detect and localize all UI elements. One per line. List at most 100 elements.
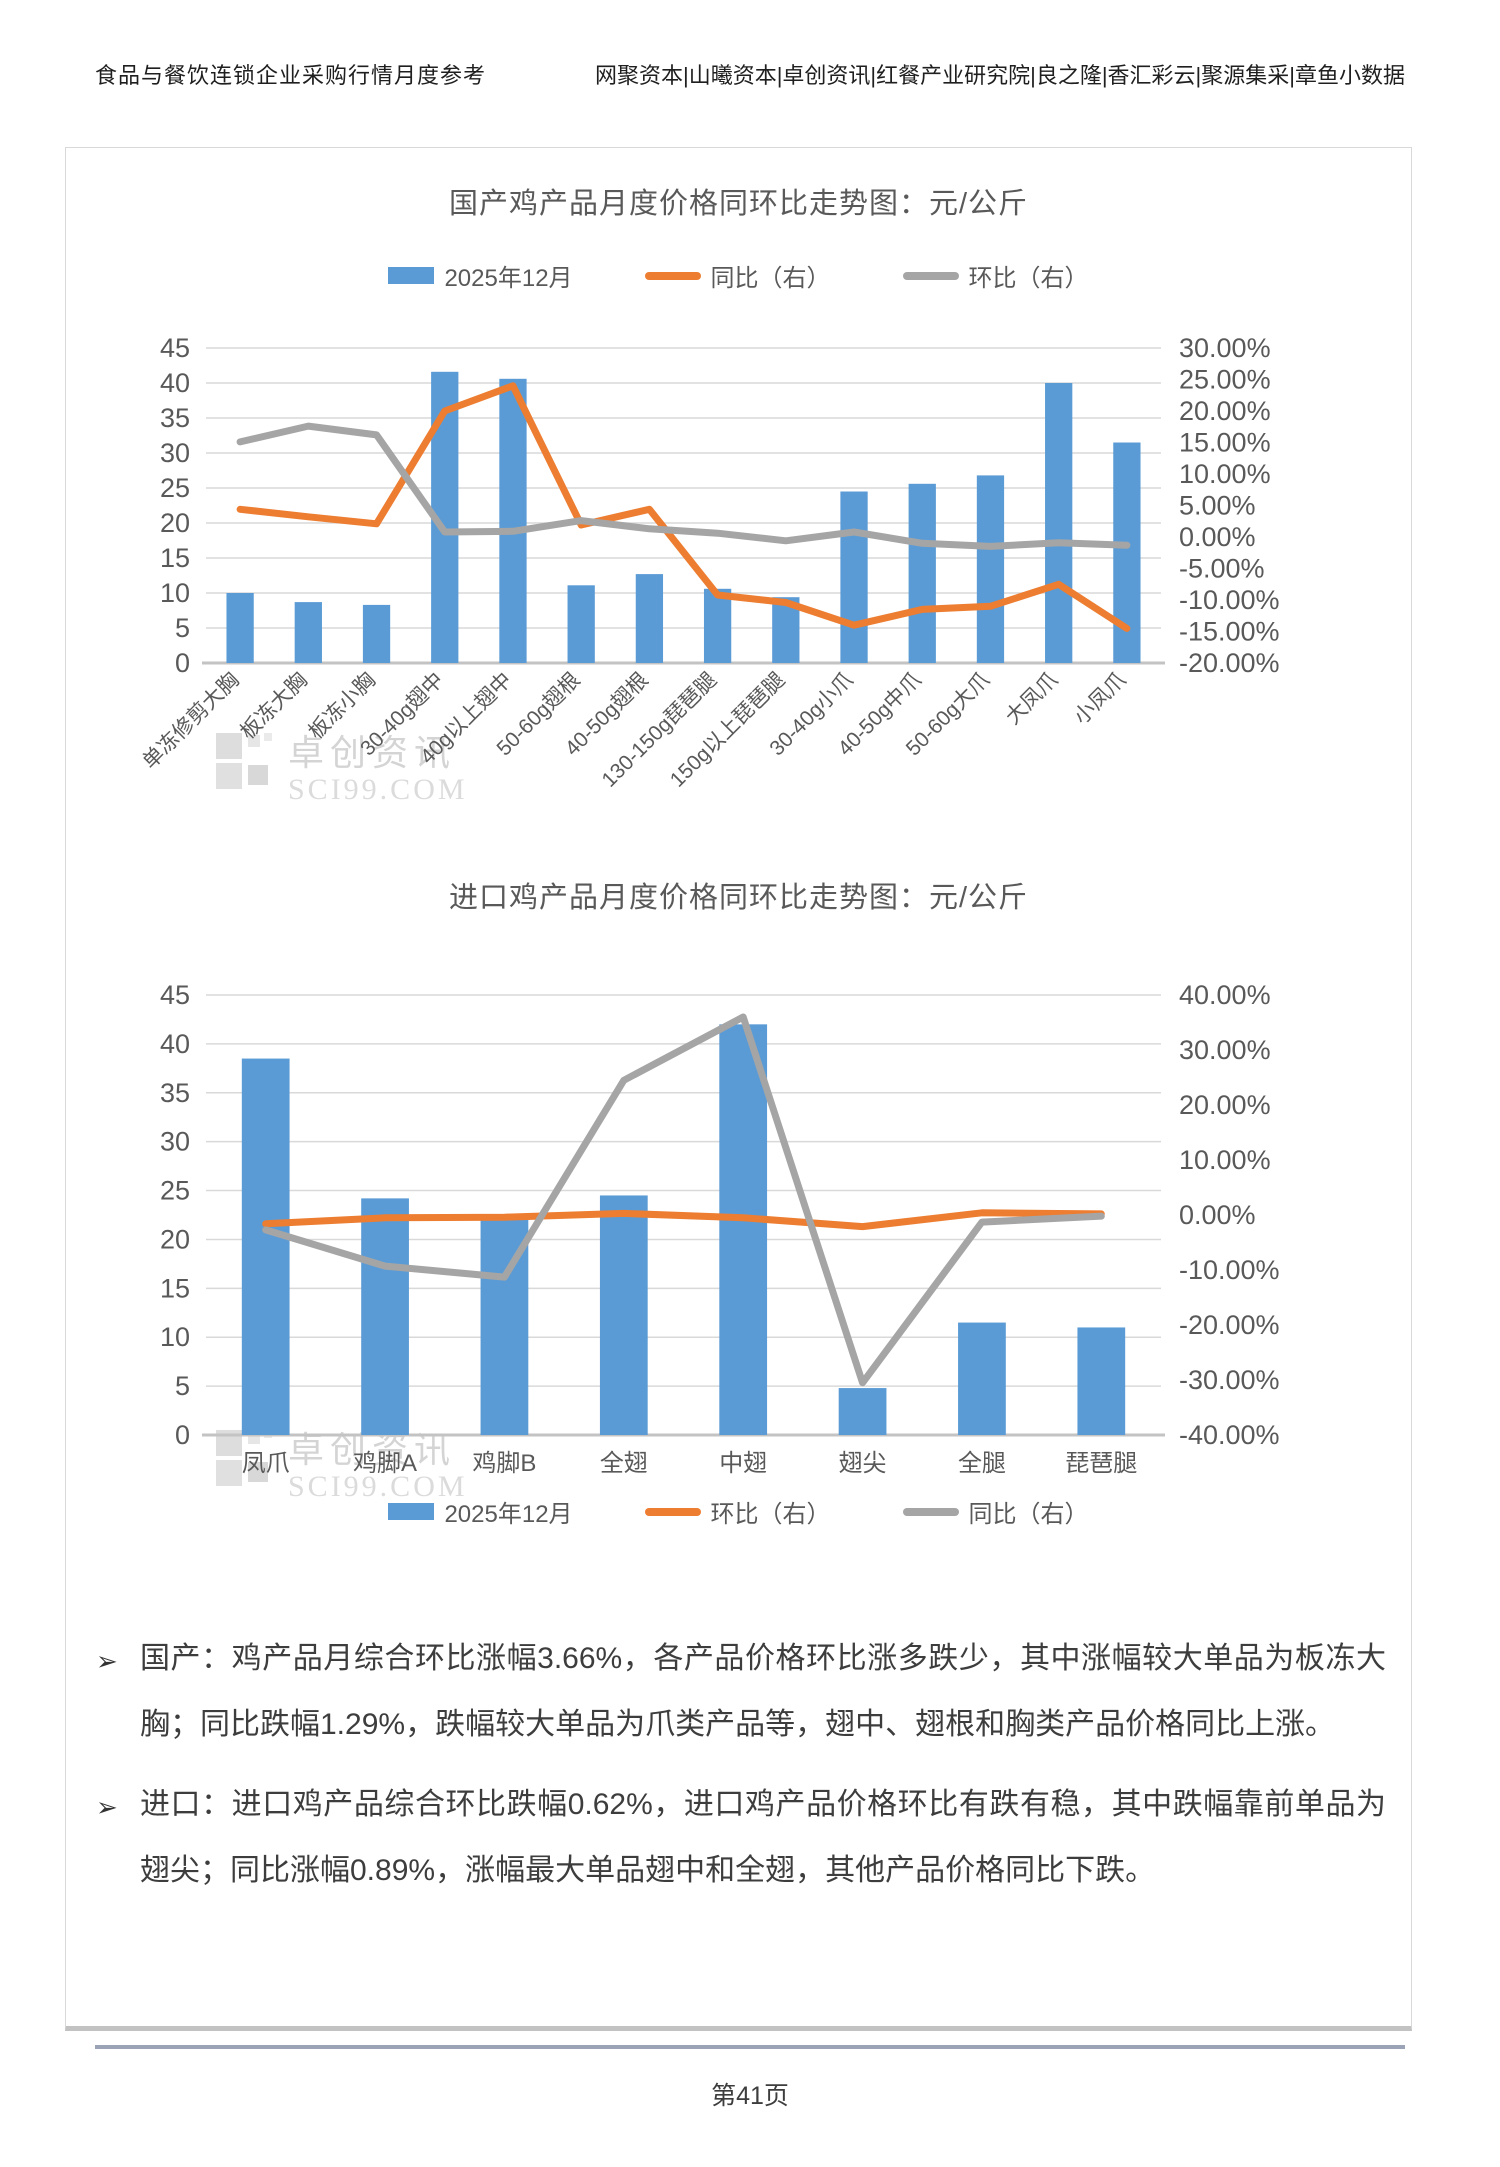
- gray-line-swatch-icon: [902, 271, 959, 280]
- x-axis-category-label: 中翅: [719, 1450, 767, 1477]
- right-axis-tick: -20.00%: [1179, 648, 1280, 678]
- bar: [908, 483, 936, 663]
- left-axis-tick: 10: [160, 578, 190, 608]
- left-axis-tick: 35: [160, 403, 190, 433]
- left-axis-tick: 30: [160, 438, 190, 468]
- x-axis-category-label: 全翅: [600, 1450, 648, 1477]
- right-axis-tick: 10.00%: [1179, 459, 1271, 489]
- right-axis-tick: 30.00%: [1179, 1035, 1271, 1065]
- right-axis-tick: 25.00%: [1179, 365, 1271, 395]
- legend-label: 同比（右）: [968, 1501, 1089, 1528]
- right-axis-tick: -5.00%: [1179, 554, 1265, 584]
- bar: [635, 574, 664, 663]
- left-axis-tick: 40: [160, 368, 190, 398]
- bar-swatch-icon: [388, 1503, 435, 1520]
- bar: [1045, 383, 1073, 663]
- x-axis-category-label: 鸡脚B: [472, 1450, 536, 1477]
- left-axis-tick: 25: [160, 473, 190, 503]
- legend-item-bar: 2025年12月: [388, 258, 573, 293]
- footer-divider: [95, 2045, 1405, 2049]
- legend-item-yoy: 同比（右）: [644, 258, 831, 293]
- bar: [599, 1195, 648, 1435]
- right-axis-tick: -10.00%: [1179, 1255, 1280, 1285]
- bar: [840, 491, 868, 663]
- bar-swatch-icon: [388, 267, 435, 284]
- x-axis-category-label: 单冻修剪大胸: [138, 668, 243, 773]
- watermark-url: SCI99.COM: [288, 1470, 468, 1503]
- x-axis-category-label: 130-150g琵琶腿: [598, 668, 722, 792]
- bar: [361, 1198, 409, 1435]
- line-series-1: [236, 382, 1131, 632]
- domestic-chicken-price-chart: 45 40 35 30 25 20 15 10 5 0 30.00%25.00%20.00%15.0…: [138, 333, 1280, 792]
- x-axis-category-label: 鸡脚A: [353, 1450, 417, 1477]
- imported-chart-legend: 2025年12月 环比（右） 同比（右）: [66, 1494, 1411, 1529]
- right-axis-tick: 30.00%: [1179, 333, 1271, 363]
- right-axis-tick: -40.00%: [1179, 1420, 1280, 1450]
- right-axis-tick: 15.00%: [1179, 428, 1271, 458]
- legend-label: 2025年12月: [444, 265, 573, 292]
- right-axis-tick: 20.00%: [1179, 1090, 1271, 1120]
- bar: [226, 593, 254, 663]
- bar: [362, 604, 391, 663]
- bullet-domestic: ➢ 国产：鸡产品月综合环比涨幅3.66%，各产品价格环比涨多跌少，其中涨幅较大单…: [96, 1626, 1386, 1758]
- domestic-chart-legend: 2025年12月 同比（右） 环比（右）: [66, 258, 1411, 293]
- left-axis-tick: 40: [160, 1029, 190, 1059]
- left-axis-tick: 10: [160, 1322, 190, 1352]
- domestic-chart-title: 国产鸡产品月度价格同环比走势图：元/公斤: [448, 188, 1029, 220]
- gray-line-swatch-icon: [902, 1507, 959, 1516]
- x-axis-category-label: 小凤爪: [1070, 668, 1131, 729]
- left-axis-tick: 5: [175, 613, 190, 643]
- watermark-cn: 卓创资讯: [288, 732, 457, 773]
- summary-bullets: ➢ 国产：鸡产品月综合环比涨幅3.66%，各产品价格环比涨多跌少，其中涨幅较大单…: [96, 1626, 1386, 1918]
- legend-label: 2025年12月: [444, 1501, 573, 1528]
- bar: [838, 1388, 887, 1435]
- bar: [499, 378, 527, 663]
- left-axis-tick: 15: [160, 1273, 190, 1303]
- bullet-imported: ➢ 进口：进口鸡产品综合环比跌幅0.62%，进口鸡产品价格环比有跌有稳，其中跌幅…: [96, 1772, 1386, 1904]
- legend-label: 环比（右）: [968, 265, 1089, 292]
- bullet-text: 进口：进口鸡产品综合环比跌幅0.62%，进口鸡产品价格环比有跌有稳，其中跌幅靠前…: [140, 1788, 1386, 1887]
- x-axis-category-label: 板冻大胸: [236, 668, 312, 744]
- x-axis-category-label: 大凤爪: [1001, 668, 1062, 729]
- bar: [976, 475, 1005, 663]
- x-axis-category-label: 凤爪: [242, 1450, 290, 1477]
- arrow-bullet-icon: ➢: [96, 1792, 118, 1822]
- left-axis-tick: 45: [160, 980, 190, 1010]
- left-axis-tick: 20: [160, 1224, 190, 1254]
- left-axis-tick: 5: [175, 1371, 190, 1401]
- right-axis-tick: -30.00%: [1179, 1365, 1280, 1395]
- right-axis-tick: 20.00%: [1179, 396, 1271, 426]
- legend-item-yoy: 同比（右）: [902, 1494, 1089, 1529]
- legend-item-bar: 2025年12月: [388, 1494, 573, 1529]
- legend-label: 同比（右）: [710, 265, 831, 292]
- left-axis-tick: 45: [160, 333, 190, 363]
- right-axis-tick: 10.00%: [1179, 1145, 1271, 1175]
- right-axis-tick: 0.00%: [1179, 1200, 1256, 1230]
- left-axis-tick: 35: [160, 1078, 190, 1108]
- bar: [294, 602, 322, 663]
- left-axis-tick: 30: [160, 1127, 190, 1157]
- right-axis-tick: -20.00%: [1179, 1310, 1280, 1340]
- bullet-text: 国产：鸡产品月综合环比涨幅3.66%，各产品价格环比涨多跌少，其中涨幅较大单品为…: [140, 1642, 1386, 1741]
- x-axis-category-label: 150g以上琵琶腿: [666, 668, 790, 792]
- content-box: 国产鸡产品月度价格同环比走势图：元/公斤 2025年12月 同比（右） 环比（右…: [65, 147, 1412, 2031]
- arrow-bullet-icon: ➢: [96, 1646, 118, 1676]
- left-axis-tick: 0: [175, 648, 190, 678]
- right-axis-tick: -10.00%: [1179, 585, 1280, 615]
- bar: [567, 585, 595, 663]
- legend-item-mom: 环比（右）: [644, 1494, 831, 1529]
- imported-chart-title: 进口鸡产品月度价格同环比走势图：元/公斤: [448, 882, 1029, 914]
- left-axis-tick: 0: [175, 1420, 190, 1450]
- left-axis-tick: 20: [160, 508, 190, 538]
- legend-label: 环比（右）: [710, 1501, 831, 1528]
- x-axis-category-label: 琵琶腿: [1065, 1450, 1137, 1477]
- right-axis-tick: 5.00%: [1179, 491, 1256, 521]
- left-axis-tick: 15: [160, 543, 190, 573]
- page-number: 第41页: [711, 2082, 789, 2110]
- x-axis-category-label: 全腿: [958, 1450, 1006, 1477]
- imported-chicken-price-chart: 45 40 35 30 25 20 15 10 5 0 40.00% 30.00% 20.00% 10.0…: [160, 980, 1280, 1477]
- watermark-url: SCI99.COM: [288, 773, 468, 806]
- right-axis-tick: 0.00%: [1179, 522, 1256, 552]
- orange-line-swatch-icon: [644, 1507, 701, 1516]
